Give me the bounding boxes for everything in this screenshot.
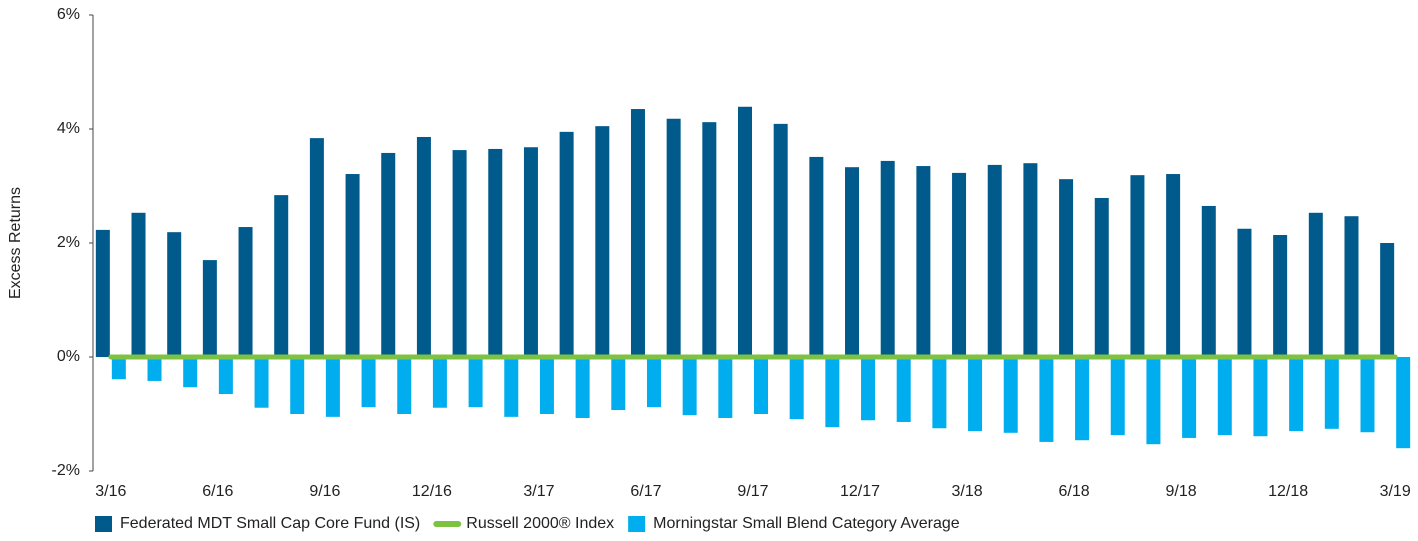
bar [1308, 212, 1323, 357]
bar [987, 164, 1002, 357]
bar [952, 172, 967, 357]
x-tick-label: 12/17 [840, 483, 880, 500]
x-tick-label: 3/16 [95, 483, 126, 500]
bar [416, 136, 431, 357]
bar [468, 357, 483, 408]
bar [381, 152, 396, 357]
bar [1166, 174, 1181, 357]
bar [290, 357, 305, 414]
bar [1237, 228, 1252, 357]
bar [504, 357, 519, 417]
bar [1146, 357, 1161, 445]
legend-swatch [95, 516, 112, 532]
bar [183, 357, 198, 388]
x-tick-label: 9/17 [737, 483, 768, 500]
bar [111, 357, 126, 380]
bar [630, 109, 645, 357]
bar [202, 260, 217, 357]
bar [738, 106, 752, 358]
bar [754, 357, 768, 414]
bar [95, 229, 110, 357]
bar [218, 357, 233, 395]
bar [523, 147, 538, 357]
bar [361, 357, 376, 408]
bar [167, 232, 182, 357]
bar [274, 195, 289, 357]
bar [1344, 216, 1359, 357]
bar [325, 357, 340, 417]
bar [1003, 357, 1018, 433]
x-tick-label: 12/16 [412, 483, 452, 500]
bar [309, 138, 324, 357]
bar [575, 357, 590, 418]
bar [1324, 357, 1339, 429]
x-tick-label: 3/18 [951, 483, 982, 500]
bar [1253, 357, 1268, 437]
bar [789, 357, 804, 420]
y-tick-label: 6% [57, 6, 80, 23]
legend-label: Morningstar Small Blend Category Average [653, 515, 960, 532]
bar [397, 357, 412, 414]
bar [718, 357, 733, 418]
bar [1273, 235, 1288, 357]
bar [968, 357, 983, 432]
legend-label: Federated MDT Small Cap Core Fund (IS) [120, 515, 420, 532]
bar [896, 357, 911, 422]
bar [845, 167, 860, 357]
bar [682, 357, 697, 416]
bar [1075, 357, 1090, 441]
y-axis-label: Excess Returns [7, 187, 24, 299]
bar [1110, 357, 1125, 436]
bar [1182, 357, 1197, 438]
bar [1201, 205, 1216, 357]
bar [432, 357, 447, 408]
bar [1023, 163, 1038, 357]
bar [595, 126, 610, 358]
x-tick-label: 6/18 [1059, 483, 1090, 500]
y-tick-label: -2% [52, 462, 80, 479]
bar [646, 357, 661, 408]
bar [1039, 357, 1054, 442]
bar [702, 122, 717, 357]
bar [666, 118, 681, 358]
bar [488, 148, 503, 357]
x-tick-label: 9/16 [309, 483, 340, 500]
bar [932, 357, 947, 429]
y-tick-label: 4% [57, 120, 80, 137]
bar [559, 131, 574, 357]
x-tick-label: 6/16 [202, 483, 233, 500]
bar [147, 357, 162, 381]
bar [452, 150, 467, 357]
bar [916, 166, 931, 357]
bar [238, 227, 253, 357]
y-tick-label: 0% [57, 348, 80, 365]
bar [131, 212, 146, 357]
y-tick-label: 2% [57, 234, 80, 251]
bar [825, 357, 840, 428]
x-tick-label: 6/17 [630, 483, 661, 500]
bar [1094, 197, 1109, 357]
x-tick-label: 3/17 [523, 483, 554, 500]
bar [1130, 175, 1145, 357]
bar [254, 357, 269, 408]
bar [345, 174, 360, 357]
legend-swatch [628, 516, 646, 532]
bar [773, 123, 788, 358]
bar [1059, 179, 1074, 357]
bar [611, 357, 626, 411]
bar [539, 357, 554, 414]
bar [880, 160, 895, 357]
bar [1289, 357, 1304, 432]
bar [1380, 243, 1395, 357]
bar [1360, 357, 1375, 433]
bar [1217, 357, 1232, 436]
bar [809, 156, 824, 357]
x-tick-label: 12/18 [1268, 483, 1308, 500]
x-tick-label: 9/18 [1166, 483, 1197, 500]
legend-label: Russell 2000® Index [466, 515, 614, 532]
x-tick-label: 3/19 [1380, 483, 1411, 500]
bar [1396, 357, 1411, 449]
bar [861, 357, 876, 421]
